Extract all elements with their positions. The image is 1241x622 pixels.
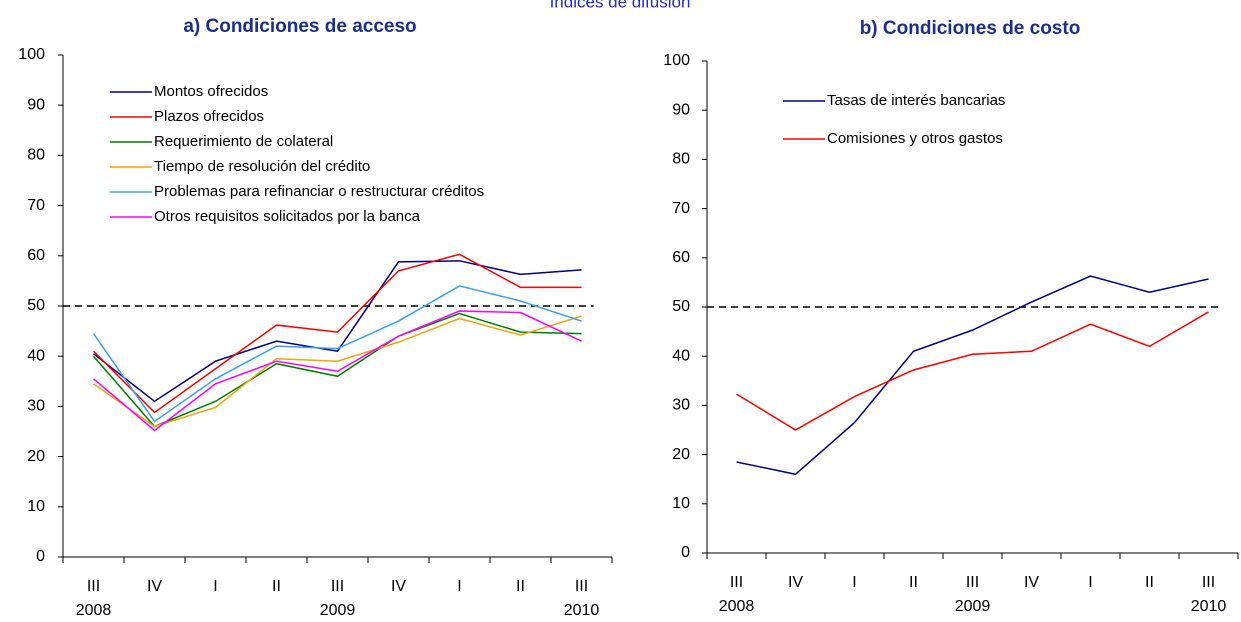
y-tick-label: 60 xyxy=(672,249,690,266)
x-tick-label: III xyxy=(730,574,743,591)
x-tick-label: III xyxy=(331,578,344,595)
x-tick-label: I xyxy=(457,578,461,595)
x-tick-label: III xyxy=(575,578,588,595)
x-tick-label: IV xyxy=(147,578,162,595)
year-label: 2008 xyxy=(76,602,112,619)
x-tick-label: II xyxy=(516,578,525,595)
legend-label: Tasas de interés bancarias xyxy=(827,92,1005,109)
year-label: 2009 xyxy=(320,602,356,619)
y-tick-label: 80 xyxy=(672,151,690,168)
y-tick-label: 30 xyxy=(27,398,45,415)
series-line xyxy=(92,312,582,428)
y-tick-label: 0 xyxy=(681,544,690,561)
y-tick-label: 40 xyxy=(672,347,690,364)
x-tick-label: I xyxy=(213,578,217,595)
x-tick-label: IV xyxy=(1024,574,1039,591)
year-label: 2010 xyxy=(1191,598,1227,615)
y-tick-label: 40 xyxy=(27,347,45,364)
x-tick-label: II xyxy=(909,574,918,591)
x-tick-label: II xyxy=(272,578,281,595)
x-tick-label: IV xyxy=(788,574,803,591)
y-tick-label: 10 xyxy=(27,498,45,515)
y-tick-label: 100 xyxy=(663,52,690,69)
y-tick-label: 20 xyxy=(672,446,690,463)
series-line xyxy=(92,285,582,423)
legend-label: Comisiones y otros gastos xyxy=(827,130,1003,147)
x-tick-label: I xyxy=(1088,574,1092,591)
series-line xyxy=(736,311,1209,431)
figure-title: Índices de difusión xyxy=(550,0,691,11)
legend-label: Problemas para refinanciar o restructura… xyxy=(154,183,484,200)
y-tick-label: 70 xyxy=(672,200,690,217)
y-tick-label: 90 xyxy=(27,96,45,113)
series-line xyxy=(736,275,1209,476)
year-label: 2010 xyxy=(564,602,600,619)
legend-label: Otros requisitos solicitados por la banc… xyxy=(154,208,421,225)
x-tick-label: IV xyxy=(391,578,406,595)
y-tick-label: 0 xyxy=(36,548,45,565)
year-label: 2008 xyxy=(719,598,755,615)
chart-title: a) Condiciones de acceso xyxy=(183,16,416,37)
series-line xyxy=(93,260,582,403)
y-tick-label: 50 xyxy=(27,297,45,314)
series-line xyxy=(93,310,582,432)
y-tick-label: 80 xyxy=(27,147,45,164)
series-line xyxy=(92,253,582,414)
y-tick-label: 20 xyxy=(27,448,45,465)
x-tick-label: III xyxy=(966,574,979,591)
y-tick-label: 100 xyxy=(18,46,45,63)
legend-label: Requerimiento de colateral xyxy=(154,133,333,150)
y-tick-label: 90 xyxy=(672,101,690,118)
y-tick-label: 50 xyxy=(672,298,690,315)
y-tick-label: 10 xyxy=(672,495,690,512)
legend-label: Tiempo de resolución del crédito xyxy=(154,158,370,175)
x-tick-label: III xyxy=(87,578,100,595)
year-label: 2009 xyxy=(955,598,991,615)
y-tick-label: 30 xyxy=(672,397,690,414)
y-tick-label: 70 xyxy=(27,197,45,214)
x-tick-label: II xyxy=(1145,574,1154,591)
series-line xyxy=(93,315,582,428)
x-tick-label: I xyxy=(852,574,856,591)
chart-title: b) Condiciones de costo xyxy=(860,18,1081,39)
x-tick-label: III xyxy=(1202,574,1215,591)
legend-label: Plazos ofrecidos xyxy=(154,108,264,125)
legend-label: Montos ofrecidos xyxy=(154,83,268,100)
y-tick-label: 60 xyxy=(27,247,45,264)
